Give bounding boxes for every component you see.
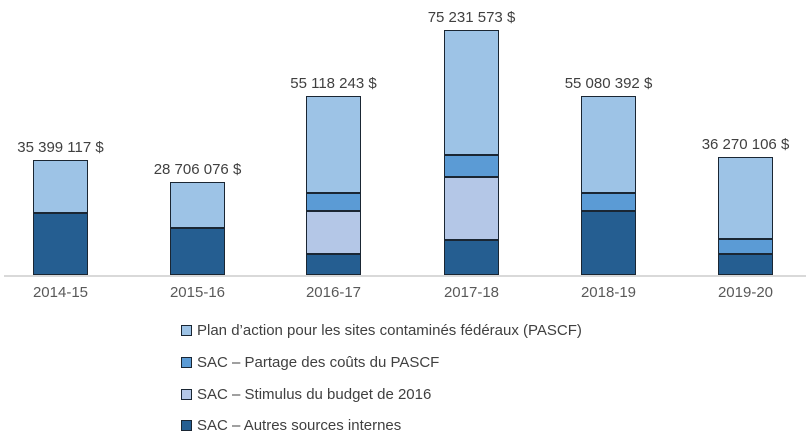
bar-segment (444, 176, 499, 240)
bar-segment (718, 254, 773, 275)
x-axis-line (4, 275, 806, 277)
x-axis-label: 2016-17 (305, 284, 362, 301)
bar-segment (33, 213, 88, 275)
x-axis-label: 2014-15 (32, 284, 89, 301)
bar-total-label: 55 118 243 $ (290, 74, 377, 92)
bar-segment (306, 254, 361, 275)
bar-segment (444, 30, 499, 156)
bar-total-label: 28 706 076 $ (153, 160, 242, 178)
bar-segment (581, 193, 636, 211)
x-axis-label: 2018-19 (580, 284, 637, 301)
bar-segment (33, 159, 88, 214)
bar-segment (306, 192, 361, 211)
bar-total-label: 75 231 573 $ (427, 9, 516, 26)
bar-total-label: 55 080 392 $ (564, 74, 653, 92)
bar-total-label: 35 399 117 $ (17, 138, 104, 156)
bar-segment (306, 95, 361, 193)
bar-segment (306, 210, 361, 255)
bar-segment (718, 156, 773, 240)
bar-segment (718, 239, 773, 255)
bar-segment (170, 228, 225, 275)
bar-segment (170, 181, 225, 229)
x-axis-label: 2017-18 (443, 284, 500, 301)
x-axis-label: 2015-16 (169, 284, 226, 301)
bar-segment (581, 95, 636, 194)
bar-segment (581, 210, 636, 275)
bar-segment (444, 155, 499, 177)
x-axis-label: 2019-20 (717, 284, 774, 301)
bar-total-label: 36 270 106 $ (701, 135, 790, 153)
bar-segment (444, 239, 499, 275)
